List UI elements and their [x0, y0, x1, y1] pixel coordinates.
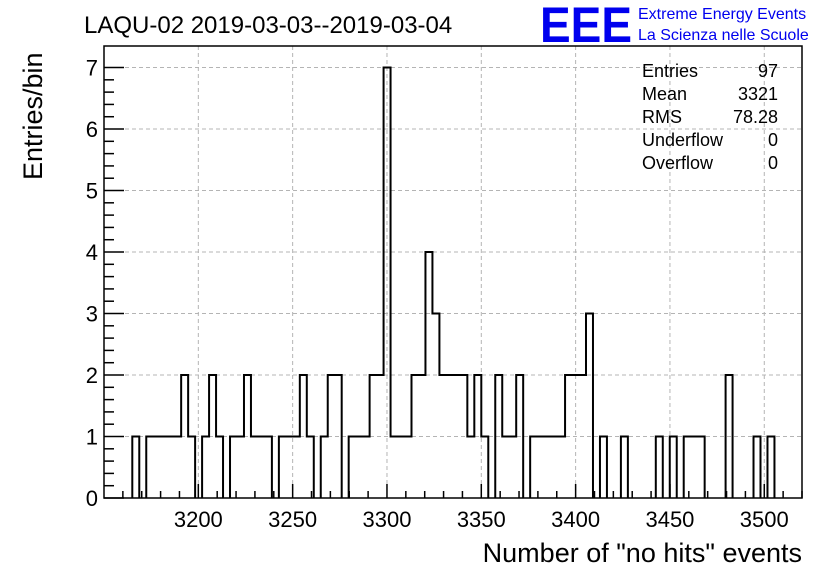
stat-value: 3321 — [738, 84, 778, 104]
y-tick-label: 5 — [86, 179, 98, 204]
histogram-outline — [131, 66, 776, 498]
stat-value: 0 — [768, 130, 778, 150]
stat-value: 97 — [758, 61, 778, 81]
stat-label: Underflow — [642, 130, 724, 150]
y-tick-label: 1 — [86, 425, 98, 450]
stat-label: Overflow — [642, 153, 714, 173]
stat-label: Entries — [642, 61, 698, 81]
x-tick-label: 3300 — [362, 507, 411, 532]
y-axis-title: Entries/bin — [18, 52, 48, 180]
plot-frame — [103, 45, 803, 499]
stat-value: 78.28 — [733, 107, 778, 127]
x-tick-label: 3200 — [174, 507, 223, 532]
x-axis-title: Number of "no hits" events — [483, 538, 802, 568]
y-tick-label: 0 — [86, 486, 98, 511]
eee-logo: EEE Extreme Energy Events La Scienza nel… — [540, 0, 809, 53]
x-tick-label: 3350 — [457, 507, 506, 532]
x-tick-label: 3250 — [268, 507, 317, 532]
chart-title: LAQU-02 2019-03-03--2019-03-04 — [84, 12, 452, 39]
x-tick-label: 3450 — [645, 507, 694, 532]
axis-ticks — [104, 66, 803, 499]
stats-box: Entries 97 Mean 3321 RMS 78.28 Underflow 0 Overf… — [642, 61, 778, 173]
x-tick-label: 3500 — [740, 507, 789, 532]
y-tick-label: 7 — [86, 56, 98, 81]
logo-line-2: La Scienza nelle Scuole — [638, 27, 809, 44]
y-tick-label: 3 — [86, 302, 98, 327]
y-tick-label: 6 — [86, 117, 98, 142]
y-tick-label: 4 — [86, 240, 98, 265]
logo-line-1: Extreme Energy Events — [638, 6, 806, 23]
stat-value: 0 — [768, 153, 778, 173]
stat-label: RMS — [642, 107, 682, 127]
x-tick-label: 3400 — [551, 507, 600, 532]
stat-label: Mean — [642, 84, 687, 104]
logo-text: EEE — [540, 0, 632, 53]
axis-tick-labels: 3200 3250 3300 3350 3400 3450 3500 0 1 2 3 4 5 6 7 — [86, 56, 789, 532]
y-tick-label: 2 — [86, 363, 98, 388]
